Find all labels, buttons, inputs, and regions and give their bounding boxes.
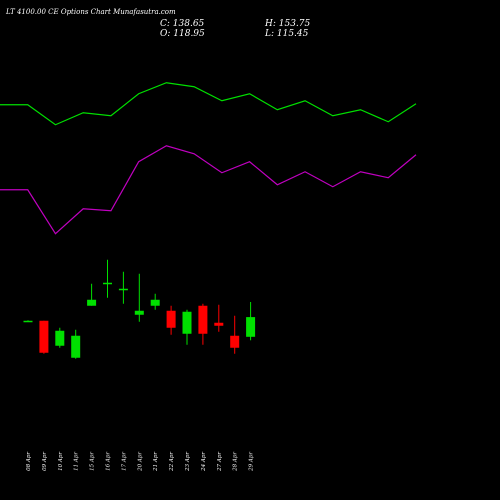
x-tick-label: 27 Apr xyxy=(217,452,223,472)
x-tick-label: 15 Apr xyxy=(90,452,96,471)
candle-body xyxy=(246,317,256,337)
x-tick-label: 10 Apr xyxy=(58,452,64,471)
x-tick-label: 28 Apr xyxy=(233,452,239,472)
x-tick-label: 20 Apr xyxy=(137,452,143,472)
chart-title: LT 4100.00 CE Options Chart Munafasutra.… xyxy=(5,8,176,16)
candle-body xyxy=(230,335,240,348)
candle-body xyxy=(118,288,128,291)
candle-body xyxy=(71,335,81,358)
x-tick-label: 09 Apr xyxy=(42,452,48,471)
candle-body xyxy=(182,311,192,334)
candle-body xyxy=(214,322,224,326)
candle-body xyxy=(39,320,49,353)
x-tick-label: 21 Apr xyxy=(153,452,159,472)
x-tick-label: 17 Apr xyxy=(121,452,127,471)
close-label: C: 138.65 xyxy=(160,19,205,29)
x-tick-label: 23 Apr xyxy=(185,452,191,472)
candle-body xyxy=(55,330,65,346)
candle-body xyxy=(150,299,160,306)
x-tick-label: 24 Apr xyxy=(201,452,207,472)
x-tick-label: 11 Apr xyxy=(74,452,80,471)
indicator-line xyxy=(0,82,417,126)
indicator-line xyxy=(0,145,417,235)
candle-body xyxy=(103,282,112,285)
x-tick-label: 22 Apr xyxy=(169,452,175,472)
candle-body xyxy=(166,310,176,328)
candle-body xyxy=(134,310,144,315)
x-tick-label: 29 Apr xyxy=(249,452,255,472)
candle-body xyxy=(23,320,33,323)
open-label: O: 118.95 xyxy=(160,29,205,39)
candle-body xyxy=(198,305,208,334)
x-tick-label: 08 Apr xyxy=(26,452,32,471)
candle-body xyxy=(87,299,97,306)
x-tick-label: 16 Apr xyxy=(106,452,112,471)
low-label: L: 115.45 xyxy=(264,29,309,39)
high-label: H: 153.75 xyxy=(264,19,311,29)
